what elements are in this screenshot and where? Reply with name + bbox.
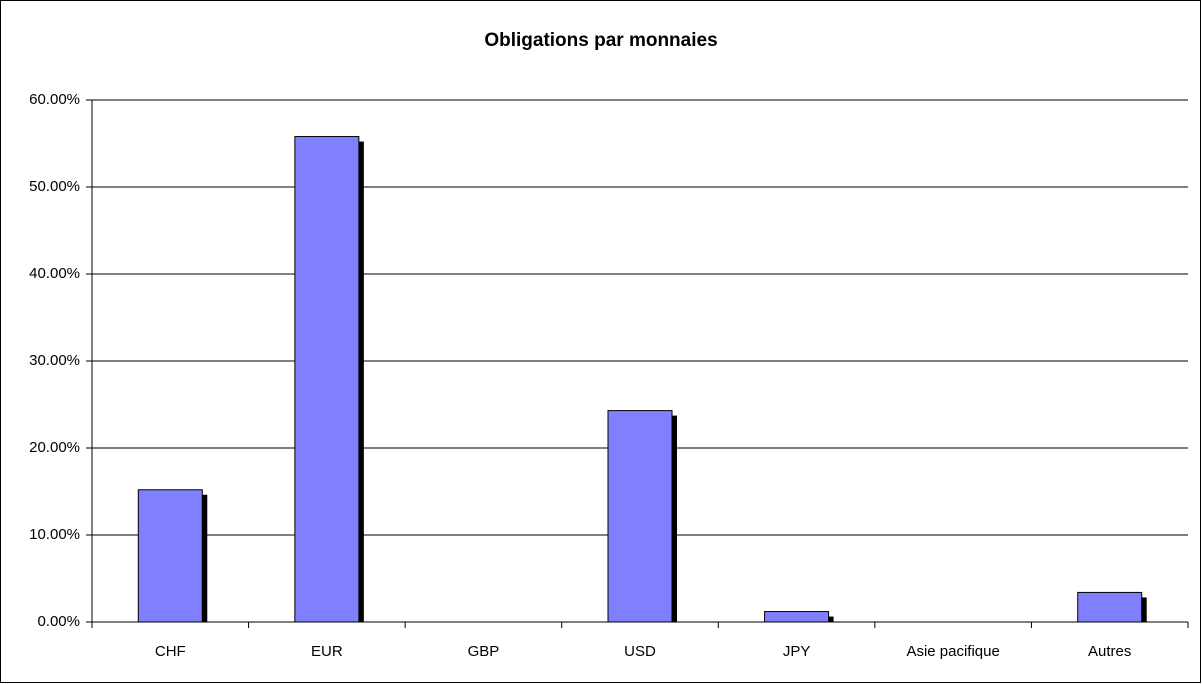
x-tick-label: Asie pacifique bbox=[906, 643, 999, 660]
bar bbox=[137, 489, 203, 623]
bar bbox=[607, 410, 673, 623]
bar bbox=[294, 136, 360, 623]
y-tick-label: 20.00% bbox=[29, 439, 80, 456]
bar bbox=[764, 611, 830, 623]
x-tick-label: GBP bbox=[468, 643, 500, 660]
bar bbox=[1077, 591, 1143, 623]
y-tick-label: 40.00% bbox=[29, 265, 80, 282]
y-tick-label: 0.00% bbox=[37, 613, 80, 630]
y-tick-label: 30.00% bbox=[29, 352, 80, 369]
y-tick-label: 10.00% bbox=[29, 526, 80, 543]
x-tick-label: Autres bbox=[1088, 643, 1131, 660]
x-tick-label: EUR bbox=[311, 643, 343, 660]
y-tick-label: 50.00% bbox=[29, 178, 80, 195]
chart-title: Obligations par monnaies bbox=[484, 30, 717, 51]
x-tick-label: USD bbox=[624, 643, 656, 660]
y-tick-label: 60.00% bbox=[29, 91, 80, 108]
x-tick-label: JPY bbox=[783, 643, 811, 660]
x-tick-label: CHF bbox=[155, 643, 186, 660]
